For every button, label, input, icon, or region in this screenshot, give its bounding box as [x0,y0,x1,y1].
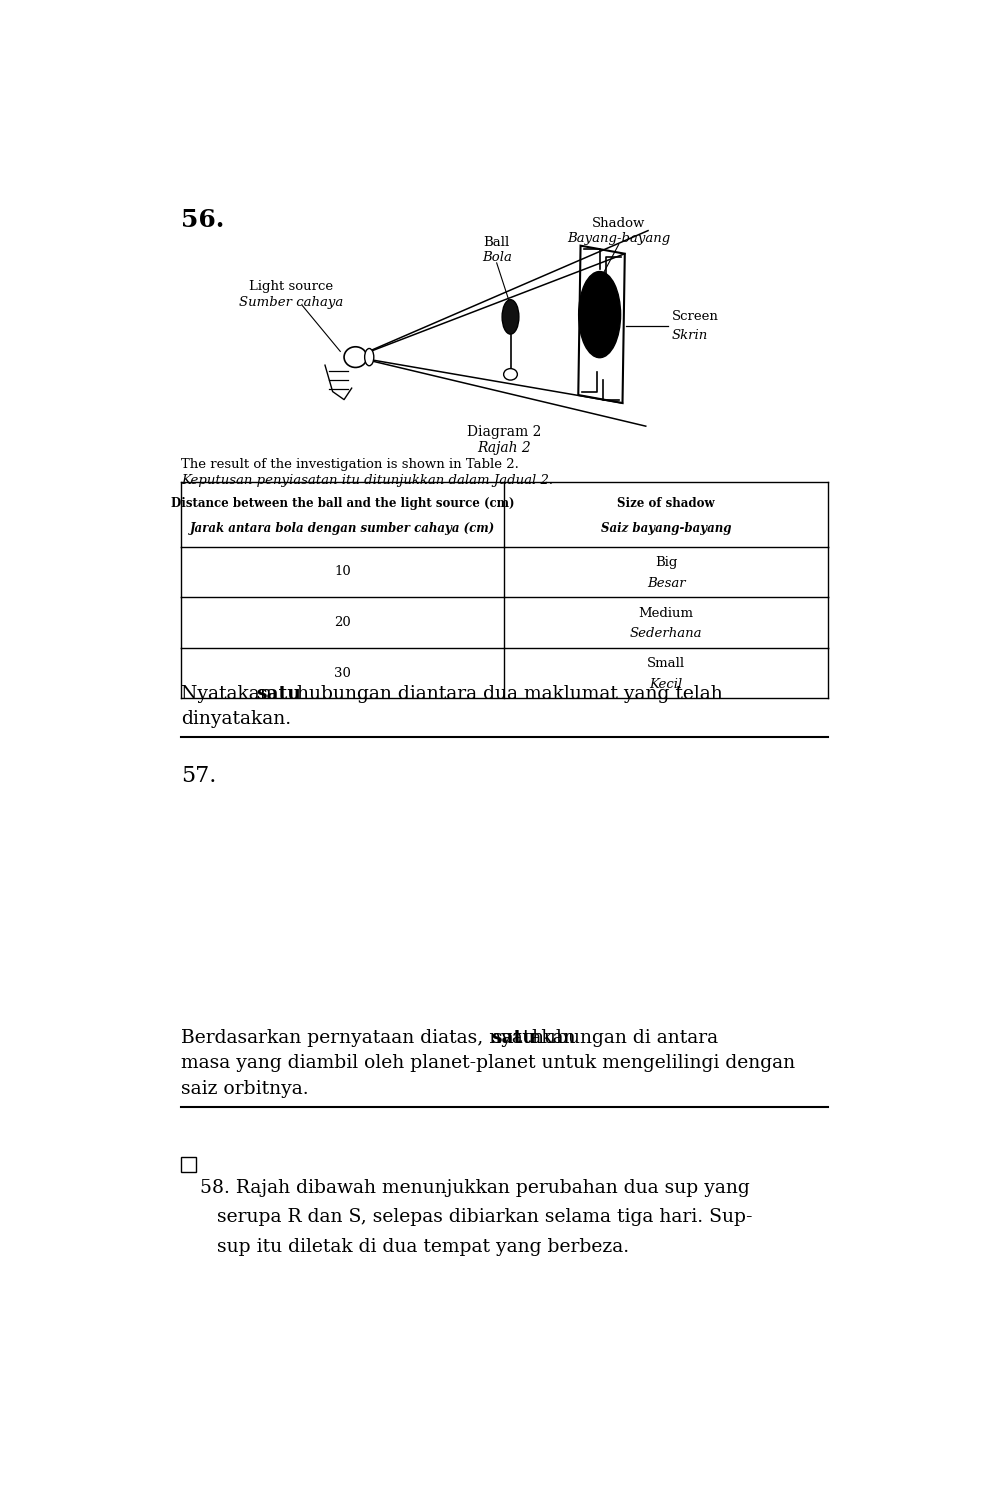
Text: Small: Small [647,658,685,670]
Text: Light source: Light source [249,280,333,292]
Text: The result of the investigation is shown in Table 2.: The result of the investigation is shown… [181,458,519,471]
Text: Rajah 2: Rajah 2 [477,442,531,455]
Bar [181,1156,197,1171]
Text: 58. Rajah dibawah menunjukkan perubahan dua sup yang: 58. Rajah dibawah menunjukkan perubahan … [200,1179,750,1197]
Text: Skrin: Skrin [672,328,708,342]
Text: Nyatakan: Nyatakan [181,685,277,703]
Text: Berdasarkan pernyataan diatas, nyatakan: Berdasarkan pernyataan diatas, nyatakan [181,1029,582,1047]
Text: dinyatakan.: dinyatakan. [181,710,291,728]
Text: Medium: Medium [639,607,694,619]
Text: Shadow: Shadow [592,216,646,230]
Text: hubungan di antara: hubungan di antara [526,1029,718,1047]
Text: Kecil: Kecil [649,677,683,691]
Text: saiz orbitnya.: saiz orbitnya. [181,1080,309,1098]
Text: hubungan diantara dua maklumat yang telah: hubungan diantara dua maklumat yang tela… [291,685,722,703]
Text: masa yang diambil oleh planet-planet untuk mengelilingi dengan: masa yang diambil oleh planet-planet unt… [181,1055,795,1073]
Text: Diagram 2: Diagram 2 [467,425,541,439]
Text: Ball: Ball [483,236,510,249]
Text: Screen: Screen [672,310,719,324]
Text: serupa R dan S, selepas dibiarkan selama tiga hari. Sup-: serupa R dan S, selepas dibiarkan selama… [216,1209,753,1226]
Text: Keputusan penyiasatan itu ditunjukkan dalam Jadual 2.: Keputusan penyiasatan itu ditunjukkan da… [181,474,553,488]
Ellipse shape [344,346,367,367]
Text: Jarak antara bola dengan sumber cahaya (cm): Jarak antara bola dengan sumber cahaya (… [190,522,495,534]
Text: Distance between the ball and the light source (cm): Distance between the ball and the light … [171,497,515,509]
Text: 56.: 56. [181,207,224,231]
Text: 57.: 57. [181,765,216,786]
Text: Bola: Bola [482,252,512,264]
Text: Bayang-bayang: Bayang-bayang [567,231,670,245]
Ellipse shape [504,369,518,380]
Text: 10: 10 [335,565,351,579]
Text: satu: satu [492,1029,536,1047]
Text: 20: 20 [335,616,351,630]
Text: Big: Big [655,557,677,570]
Ellipse shape [579,272,621,358]
Text: Size of shadow: Size of shadow [618,497,715,509]
Text: Sumber cahaya: Sumber cahaya [239,297,342,309]
Ellipse shape [365,349,374,366]
Text: Saiz bayang-bayang: Saiz bayang-bayang [601,522,731,534]
Ellipse shape [502,300,519,334]
Text: 30: 30 [335,667,351,679]
Text: Besar: Besar [646,577,686,589]
Text: satu: satu [256,685,301,703]
Text: sup itu diletak di dua tempat yang berbeza.: sup itu diletak di dua tempat yang berbe… [216,1238,629,1256]
Text: Sederhana: Sederhana [630,628,703,640]
